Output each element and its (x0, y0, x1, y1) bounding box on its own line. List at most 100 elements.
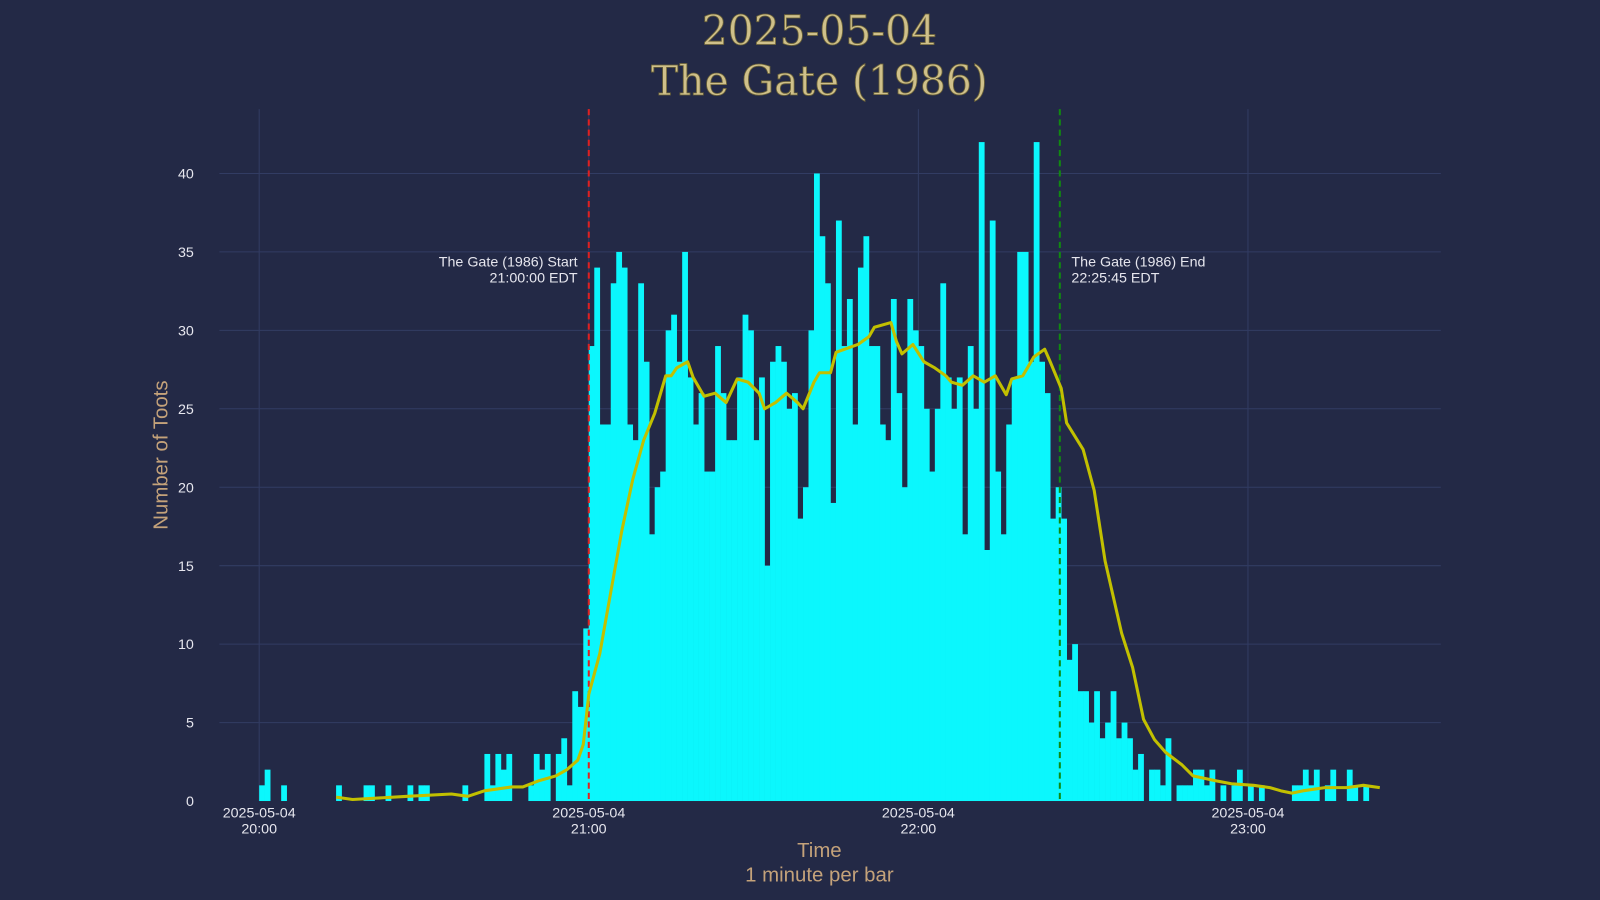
bar (1363, 785, 1370, 802)
bar (819, 236, 826, 802)
bar (1088, 722, 1095, 802)
bar (665, 330, 672, 802)
bar (967, 346, 974, 802)
bar (929, 471, 936, 802)
bar (753, 440, 760, 802)
bar (907, 298, 914, 802)
bar (1330, 769, 1337, 802)
bar (896, 393, 903, 802)
bar (1258, 785, 1265, 802)
bar (418, 785, 425, 802)
x-tick-time: 22:00 (901, 822, 937, 838)
bar (462, 785, 469, 802)
x-tick-date: 2025-05-04 (882, 805, 955, 821)
bar (1044, 393, 1051, 802)
bar (1160, 785, 1166, 802)
bar (588, 346, 595, 802)
bar (995, 471, 1002, 802)
bar (841, 346, 848, 802)
x-axis-title: Time (797, 840, 842, 862)
bar (764, 565, 771, 802)
bar (599, 424, 606, 802)
bar (495, 753, 502, 802)
bar (803, 487, 809, 802)
bar (1105, 722, 1111, 802)
start-annotation-title: The Gate (1986) Start (439, 254, 578, 270)
bar (1204, 785, 1210, 802)
bar (775, 346, 782, 802)
bar (336, 785, 342, 802)
bar (797, 518, 804, 802)
x-tick-date: 2025-05-04 (1211, 805, 1284, 821)
bar (1346, 769, 1353, 802)
bar (1247, 785, 1254, 802)
bar (1099, 738, 1106, 802)
bar (989, 220, 996, 802)
bar (610, 283, 617, 802)
y-tick-label: 10 (178, 637, 194, 653)
bar (484, 753, 491, 802)
x-axis-subtitle: 1 minute per bar (745, 865, 894, 887)
bar (698, 393, 705, 802)
bar (1050, 518, 1057, 802)
bar (643, 361, 650, 802)
bar (627, 424, 634, 802)
bar (978, 142, 985, 802)
bar (748, 330, 754, 802)
bar (830, 502, 837, 802)
bar (693, 424, 699, 802)
bar (808, 330, 815, 802)
bar (555, 753, 562, 802)
bar (1193, 769, 1199, 802)
bar (1302, 769, 1309, 802)
x-tick-date: 2025-05-04 (223, 805, 296, 821)
y-tick-label: 0 (186, 794, 194, 810)
bar (1138, 753, 1144, 802)
bar (682, 251, 688, 802)
bar (973, 408, 980, 802)
bar (852, 424, 859, 802)
x-tick-time: 23:00 (1230, 822, 1266, 838)
bar (759, 377, 765, 802)
y-tick-label: 5 (186, 716, 194, 732)
bar (704, 471, 710, 802)
y-tick-labels: 0 5 10 15 20 25 30 35 40 (178, 167, 194, 811)
bar (1077, 691, 1084, 802)
bar (1022, 251, 1029, 802)
bar (654, 487, 661, 802)
event-lines (587, 109, 1061, 802)
bar (824, 283, 831, 802)
bar (742, 314, 749, 802)
start-annotation-time: 21:00:00 EDT (490, 271, 578, 287)
bar (918, 346, 925, 802)
bar (709, 471, 716, 802)
bar (1154, 769, 1161, 802)
end-annotation-time: 22:25:45 EDT (1071, 271, 1159, 287)
bar (945, 377, 952, 802)
bar (1182, 785, 1188, 802)
bar (890, 298, 897, 802)
bar (1110, 691, 1117, 802)
bar (1198, 769, 1205, 802)
y-tick-label: 20 (178, 480, 194, 496)
bar (901, 487, 908, 802)
bar (489, 785, 496, 802)
bar (1149, 769, 1155, 802)
bar (781, 361, 787, 802)
bar (539, 769, 546, 802)
y-tick-label: 35 (178, 245, 194, 261)
bar (1165, 738, 1172, 802)
y-tick-label: 40 (178, 167, 194, 183)
bar (1187, 785, 1194, 802)
bar (649, 534, 655, 802)
bar (835, 220, 842, 802)
bar (940, 283, 947, 802)
bar (1033, 142, 1040, 802)
bar (660, 471, 666, 802)
bar (1011, 377, 1018, 802)
y-tick-label: 25 (178, 402, 194, 418)
bar (506, 753, 513, 802)
bar (923, 408, 930, 802)
bar (676, 361, 683, 802)
